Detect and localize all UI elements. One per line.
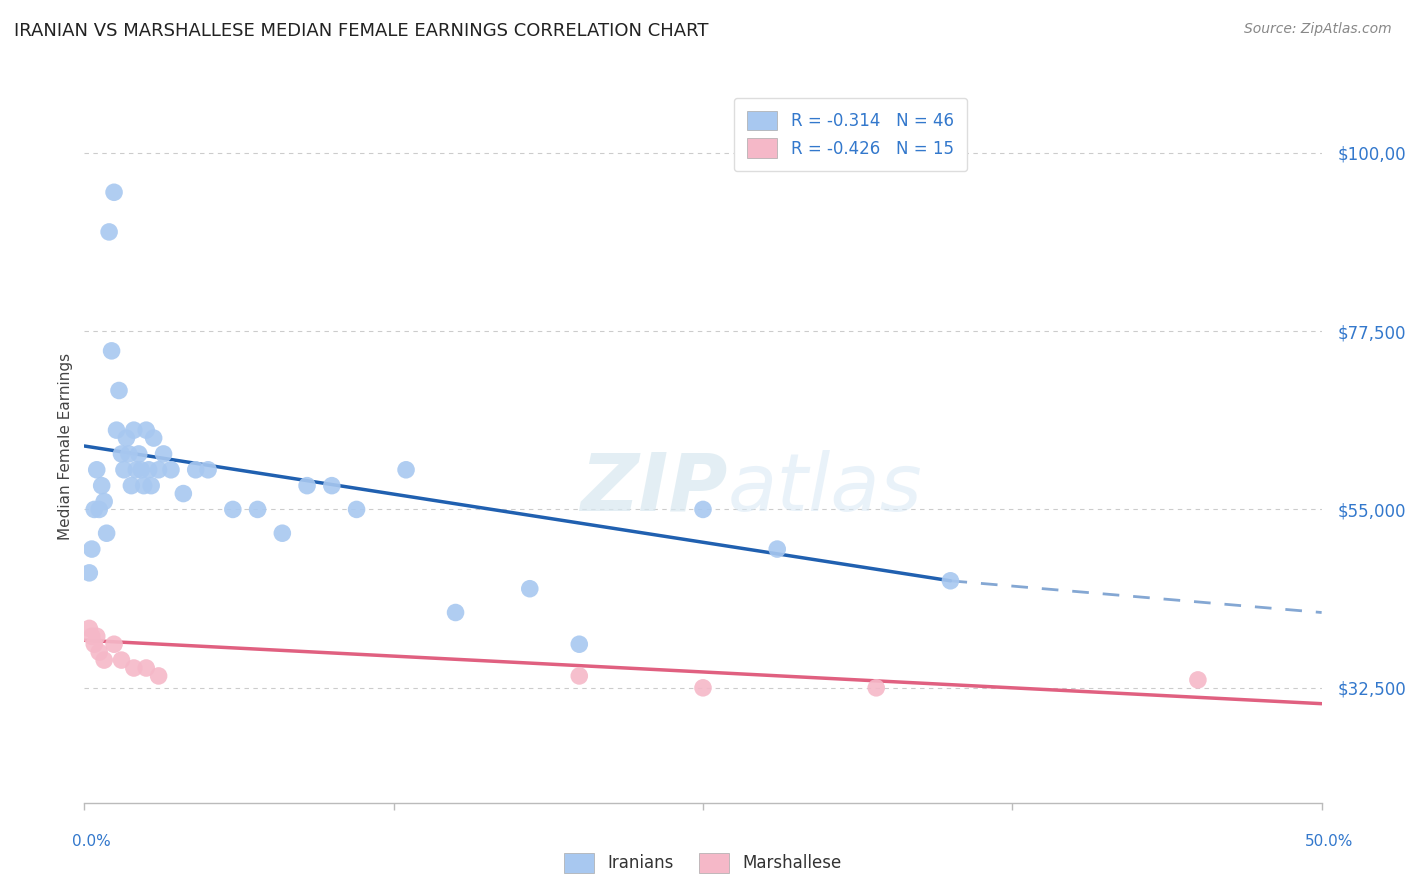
Point (96, 526, 118, 541)
Point (110, 653, 132, 667)
Legend: Iranians, Marshallese: Iranians, Marshallese (558, 847, 848, 880)
Point (89, 645, 111, 659)
Point (346, 502, 368, 516)
Point (271, 526, 294, 541)
Point (86, 629, 108, 643)
Point (160, 463, 183, 477)
Point (1187, 673, 1209, 687)
Point (110, 447, 132, 461)
Point (83, 637, 105, 651)
Legend: R = -0.314   N = 46, R = -0.426   N = 15: R = -0.314 N = 46, R = -0.426 N = 15 (734, 97, 967, 171)
Point (568, 637, 591, 651)
Point (321, 478, 343, 492)
Point (112, 463, 135, 477)
Point (93, 653, 115, 667)
Text: IRANIAN VS MARSHALLESE MEDIAN FEMALE EARNINGS CORRELATION CHART: IRANIAN VS MARSHALLESE MEDIAN FEMALE EAR… (14, 22, 709, 40)
Point (125, 463, 148, 477)
Point (141, 478, 163, 492)
Point (79, 566, 101, 580)
Text: atlas: atlas (728, 450, 922, 528)
Point (80, 542, 103, 557)
Point (79, 621, 101, 635)
Point (519, 582, 541, 596)
Point (103, 186, 125, 200)
Point (148, 669, 170, 683)
Point (129, 463, 152, 477)
Point (142, 431, 165, 445)
Point (122, 423, 145, 437)
Text: 50.0%: 50.0% (1305, 834, 1353, 849)
Point (692, 502, 714, 516)
Point (98, 225, 121, 239)
Point (295, 478, 318, 492)
Point (83, 502, 105, 516)
Point (692, 681, 714, 695)
Point (766, 542, 789, 557)
Point (184, 463, 207, 477)
Point (118, 447, 141, 461)
Text: Source: ZipAtlas.com: Source: ZipAtlas.com (1244, 22, 1392, 37)
Point (222, 502, 245, 516)
Point (444, 606, 467, 620)
Point (120, 478, 142, 492)
Point (100, 343, 122, 358)
Y-axis label: Median Female Earnings: Median Female Earnings (58, 352, 73, 540)
Point (246, 502, 269, 516)
Point (122, 661, 145, 675)
Point (128, 447, 150, 461)
Point (148, 463, 170, 477)
Point (135, 661, 157, 675)
Point (80, 629, 103, 643)
Point (172, 486, 194, 500)
Point (108, 384, 131, 398)
Point (132, 478, 155, 492)
Point (103, 637, 125, 651)
Point (135, 423, 157, 437)
Point (86, 463, 108, 477)
Point (939, 574, 962, 588)
Point (197, 463, 219, 477)
Point (568, 669, 591, 683)
Point (865, 681, 887, 695)
Text: ZIP: ZIP (581, 450, 728, 528)
Point (90, 478, 112, 492)
Point (115, 431, 138, 445)
Point (152, 447, 174, 461)
Point (93, 494, 115, 508)
Point (105, 423, 128, 437)
Point (138, 463, 160, 477)
Point (89, 502, 111, 516)
Point (395, 463, 418, 477)
Text: 0.0%: 0.0% (72, 834, 111, 849)
